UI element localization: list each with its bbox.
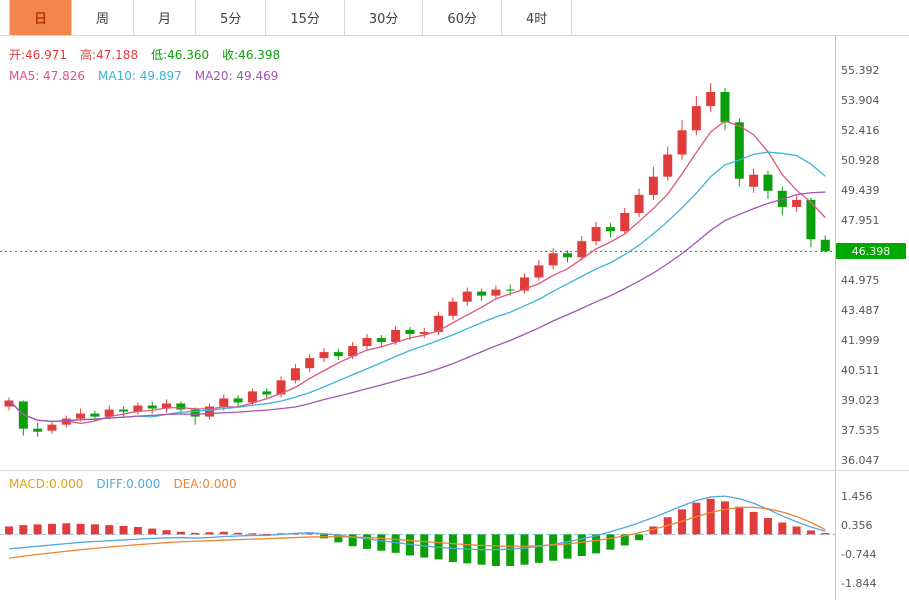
period-tabbar: 日周月 5分 15分 30分 60分 4时 [0, 0, 909, 36]
diff-line [8, 495, 826, 551]
chart-area: 开:46.971 高:47.188 低:46.360 收:46.398 MA5:… [0, 36, 909, 600]
tab-month[interactable]: 月 [134, 0, 197, 35]
tab-4hour[interactable]: 4时 [502, 0, 573, 35]
tab-15min[interactable]: 15分 [266, 0, 345, 35]
tab-60min[interactable]: 60分 [423, 0, 502, 35]
candlestick-macd-canvas[interactable] [0, 36, 909, 600]
dea-line [8, 506, 826, 559]
ma10-line [8, 151, 826, 423]
tab-30min[interactable]: 30分 [345, 0, 424, 35]
ma20-line [8, 191, 826, 423]
tab-day[interactable]: 日 [9, 0, 73, 35]
tab-5min[interactable]: 5分 [196, 0, 267, 35]
tab-week[interactable]: 周 [72, 0, 135, 35]
ma5-line [8, 120, 826, 425]
